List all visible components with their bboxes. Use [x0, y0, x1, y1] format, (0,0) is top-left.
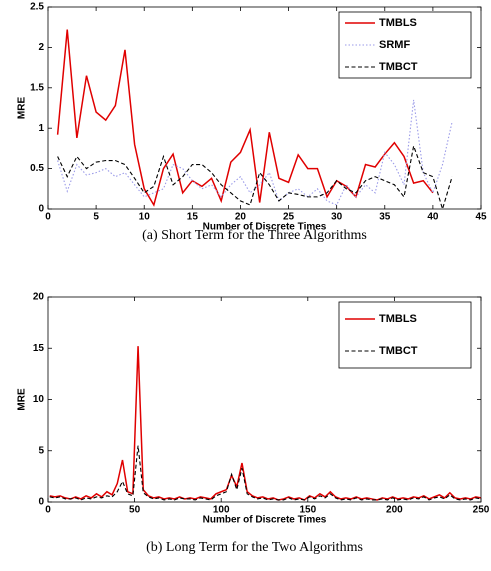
x-tick-label: 30: [331, 212, 343, 223]
x-tick-label: 0: [45, 212, 51, 223]
y-tick-label: 0: [38, 497, 44, 508]
y-tick-label: 10: [33, 394, 45, 405]
x-tick-label: 50: [129, 505, 141, 516]
x-tick-label: 0: [45, 505, 51, 516]
x-tick-label: 45: [475, 212, 487, 223]
series-line: [57, 143, 453, 209]
y-tick-label: 0.5: [30, 163, 44, 174]
x-tick-label: 40: [427, 212, 439, 223]
legend-label: TMBCT: [379, 61, 418, 73]
legend-label: TMBCT: [379, 345, 418, 357]
x-tick-label: 5: [93, 212, 99, 223]
y-tick-label: 1: [38, 123, 44, 134]
x-tick-label: 100: [213, 505, 230, 516]
x-axis-label: Number of Discrete Times: [203, 515, 327, 526]
legend-label: TMBLS: [379, 313, 417, 325]
y-tick-label: 20: [33, 292, 45, 303]
plot-frame: [47, 296, 482, 503]
x-tick-label: 20: [235, 212, 247, 223]
series-line: [57, 99, 453, 206]
y-tick-label: 5: [38, 445, 44, 456]
series-line: [56, 29, 434, 207]
y-tick-label: 0: [38, 204, 44, 215]
x-tick-label: 10: [139, 212, 151, 223]
x-tick-label: 25: [283, 212, 295, 223]
y-tick-label: 2: [38, 42, 44, 53]
x-axis-label: Number of Discrete Times: [203, 222, 327, 233]
plot-frame: [47, 6, 482, 210]
caption: (a) Short Term for the Three Algorithms: [142, 228, 367, 243]
x-tick-label: 35: [379, 212, 391, 223]
series-line: [49, 445, 481, 501]
y-axis-label: MRE: [17, 388, 28, 411]
legend-box: [338, 301, 472, 369]
y-tick-label: 1.5: [30, 82, 44, 93]
x-tick-label: 150: [299, 505, 316, 516]
y-axis-label: MRE: [17, 97, 28, 120]
x-tick-label: 250: [473, 505, 490, 516]
y-tick-label: 15: [33, 343, 45, 354]
caption: (b) Long Term for the Two Algorithms: [146, 540, 363, 555]
legend-label: TMBLS: [379, 17, 417, 29]
x-tick-label: 15: [187, 212, 199, 223]
x-tick-label: 200: [386, 505, 403, 516]
series-line: [49, 346, 481, 501]
y-tick-label: 2.5: [30, 2, 44, 13]
legend-label: SRMF: [379, 39, 410, 51]
